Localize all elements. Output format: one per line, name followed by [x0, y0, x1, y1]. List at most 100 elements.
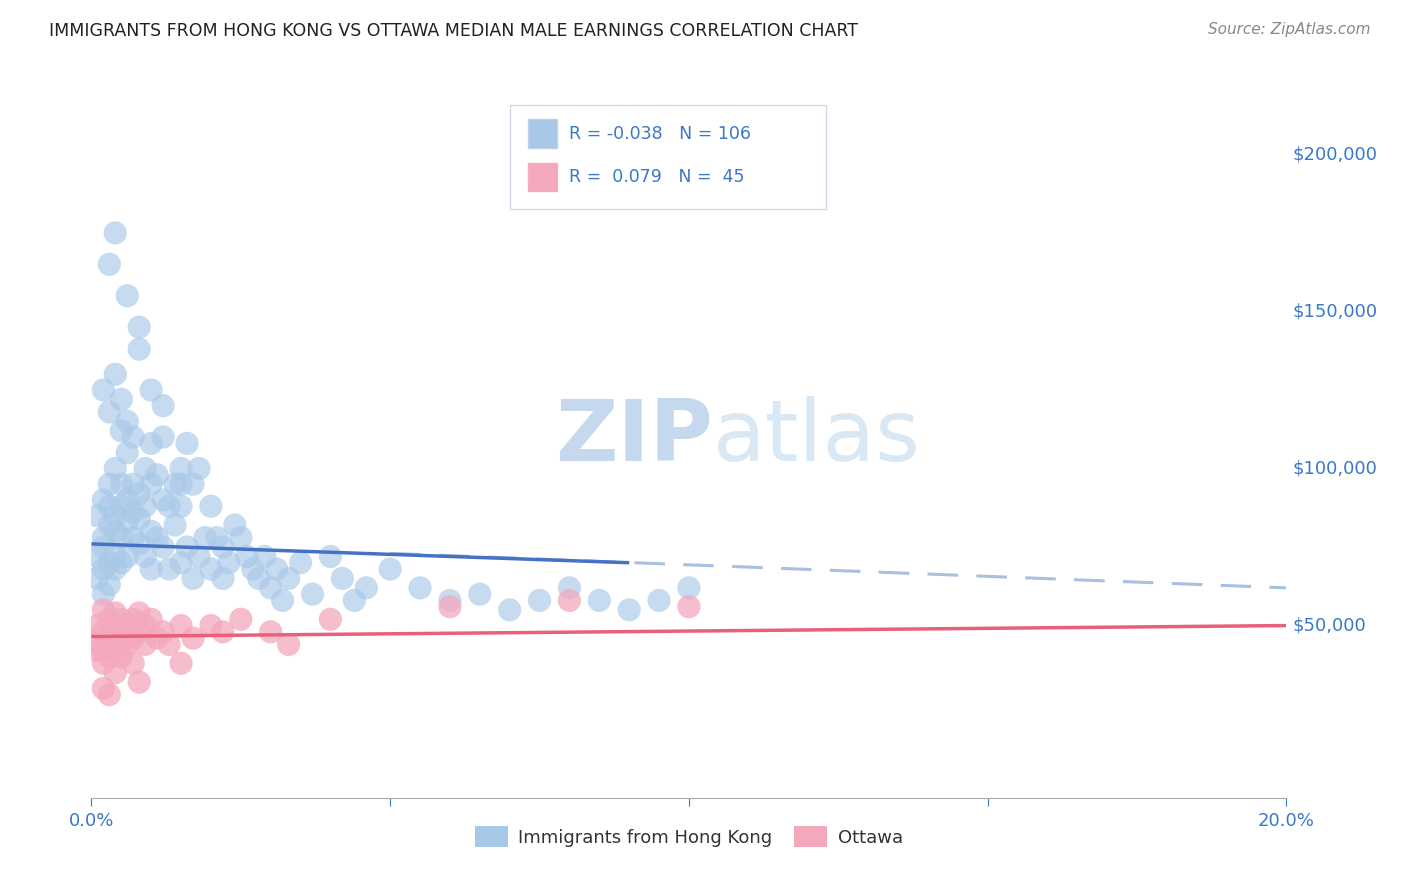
Point	[146, 531, 169, 545]
Text: atlas: atlas	[713, 395, 921, 479]
Point	[115, 515, 138, 529]
Point	[98, 612, 121, 626]
Point	[98, 257, 121, 271]
Point	[200, 562, 222, 576]
Point	[98, 405, 121, 419]
Point	[181, 477, 204, 491]
Point	[115, 289, 138, 303]
Point	[93, 681, 115, 696]
Point	[110, 631, 132, 645]
Point	[128, 624, 150, 639]
Point	[229, 612, 252, 626]
FancyBboxPatch shape	[509, 104, 827, 210]
Point	[266, 562, 288, 576]
Point	[98, 477, 121, 491]
Point	[93, 383, 115, 397]
Point	[93, 587, 115, 601]
Point	[170, 556, 193, 570]
Point	[319, 612, 342, 626]
Point	[128, 512, 150, 526]
Point	[128, 486, 150, 500]
Point	[104, 643, 127, 657]
Point	[163, 518, 186, 533]
Point	[468, 587, 491, 601]
Text: $50,000: $50,000	[1292, 616, 1367, 634]
Point	[439, 599, 461, 614]
Point	[104, 461, 127, 475]
Point	[104, 562, 127, 576]
Point	[141, 477, 163, 491]
Point	[98, 631, 121, 645]
Point	[104, 368, 127, 382]
Point	[678, 581, 700, 595]
Legend: Immigrants from Hong Kong, Ottawa: Immigrants from Hong Kong, Ottawa	[468, 819, 910, 855]
Point	[409, 581, 432, 595]
Point	[277, 571, 299, 585]
Point	[170, 657, 193, 671]
Point	[205, 531, 228, 545]
Point	[110, 556, 132, 570]
Text: R =  0.079   N =  45: R = 0.079 N = 45	[569, 168, 745, 186]
Point	[211, 571, 233, 585]
Point	[211, 624, 233, 639]
Point	[529, 593, 551, 607]
Point	[115, 637, 138, 651]
Point	[128, 537, 150, 551]
Point	[181, 631, 204, 645]
Point	[176, 540, 198, 554]
Point	[86, 549, 108, 564]
Point	[188, 549, 211, 564]
Point	[98, 578, 121, 592]
Point	[343, 593, 366, 607]
Point	[122, 531, 145, 545]
Point	[86, 618, 108, 632]
FancyBboxPatch shape	[527, 120, 558, 148]
Point	[122, 657, 145, 671]
Point	[170, 618, 193, 632]
Point	[152, 624, 174, 639]
Point	[104, 665, 127, 680]
Point	[152, 399, 174, 413]
Point	[93, 624, 115, 639]
Point	[93, 603, 115, 617]
Point	[134, 637, 156, 651]
Point	[277, 637, 299, 651]
Point	[122, 477, 145, 491]
Point	[110, 392, 132, 407]
Point	[290, 556, 312, 570]
Point	[558, 581, 581, 595]
Point	[146, 631, 169, 645]
Point	[93, 643, 115, 657]
Text: IMMIGRANTS FROM HONG KONG VS OTTAWA MEDIAN MALE EARNINGS CORRELATION CHART: IMMIGRANTS FROM HONG KONG VS OTTAWA MEDI…	[49, 22, 858, 40]
Point	[200, 499, 222, 513]
Point	[104, 226, 127, 240]
Point	[271, 593, 294, 607]
Point	[380, 562, 402, 576]
Point	[110, 424, 132, 438]
Point	[86, 643, 108, 657]
Point	[141, 383, 163, 397]
Point	[253, 549, 276, 564]
Point	[98, 556, 121, 570]
Point	[259, 581, 281, 595]
Point	[128, 606, 150, 620]
Point	[141, 562, 163, 576]
Point	[259, 624, 281, 639]
Text: Source: ZipAtlas.com: Source: ZipAtlas.com	[1208, 22, 1371, 37]
Point	[235, 549, 259, 564]
Point	[128, 675, 150, 690]
Point	[588, 593, 610, 607]
Point	[110, 612, 132, 626]
Point	[104, 606, 127, 620]
Point	[122, 612, 145, 626]
Point	[141, 436, 163, 450]
Point	[115, 549, 138, 564]
Point	[115, 492, 138, 507]
Point	[218, 556, 240, 570]
Point	[110, 499, 132, 513]
Point	[200, 618, 222, 632]
Point	[152, 540, 174, 554]
Point	[134, 618, 156, 632]
Point	[93, 562, 115, 576]
Point	[110, 531, 132, 545]
